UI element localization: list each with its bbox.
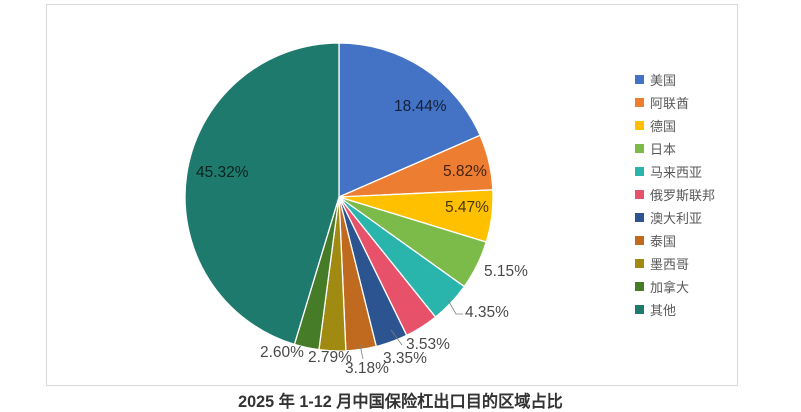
svg-text:2.79%: 2.79%: [308, 349, 352, 366]
svg-text:18.44%: 18.44%: [394, 98, 447, 115]
svg-text:5.15%: 5.15%: [484, 263, 528, 280]
svg-text:5.82%: 5.82%: [443, 163, 487, 180]
svg-text:5.47%: 5.47%: [445, 199, 489, 216]
svg-text:45.32%: 45.32%: [196, 164, 249, 181]
svg-text:3.35%: 3.35%: [383, 350, 427, 367]
svg-text:2.60%: 2.60%: [260, 344, 304, 361]
svg-text:4.35%: 4.35%: [465, 304, 509, 321]
